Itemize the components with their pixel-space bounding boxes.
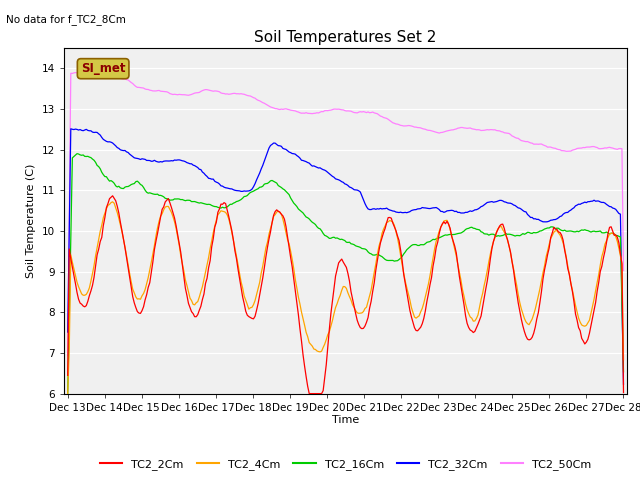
Legend: TC2_2Cm, TC2_4Cm, TC2_16Cm, TC2_32Cm, TC2_50Cm: TC2_2Cm, TC2_4Cm, TC2_16Cm, TC2_32Cm, TC… [95, 455, 596, 474]
Text: No data for f_TC2_8Cm: No data for f_TC2_8Cm [6, 14, 126, 25]
X-axis label: Time: Time [332, 415, 359, 425]
Y-axis label: Soil Temperature (C): Soil Temperature (C) [26, 164, 36, 278]
Title: Soil Temperatures Set 2: Soil Temperatures Set 2 [255, 30, 436, 46]
Text: SI_met: SI_met [81, 62, 125, 75]
